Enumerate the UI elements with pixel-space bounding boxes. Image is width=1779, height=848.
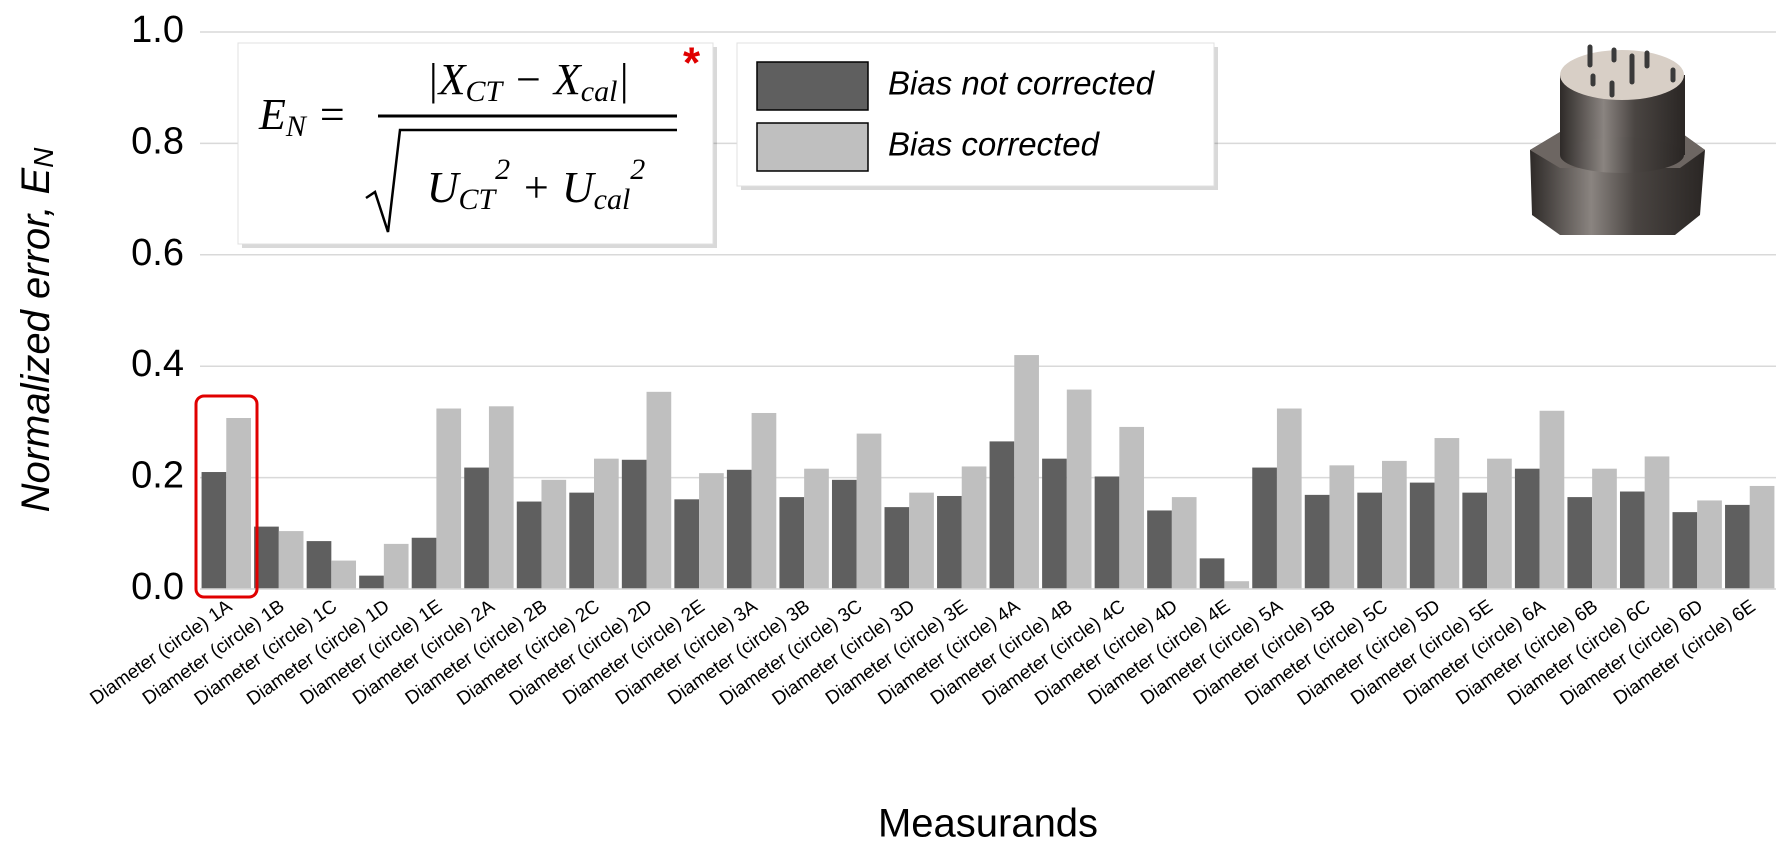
bar xyxy=(278,531,304,589)
f-part: − X xyxy=(502,55,583,104)
highlight-box xyxy=(194,394,259,599)
x-axis-title: Measurands xyxy=(878,802,1098,846)
legend-label: Bias corrected xyxy=(888,126,1101,163)
bar xyxy=(1434,438,1460,589)
bar xyxy=(909,492,934,589)
bar xyxy=(1014,355,1039,589)
bar xyxy=(674,499,700,589)
bar xyxy=(1749,485,1775,589)
bar xyxy=(306,541,332,589)
f-part: E xyxy=(258,90,286,139)
formula-lhs: EN = xyxy=(258,90,345,143)
y-tick-label: 0.2 xyxy=(131,455,184,497)
legend-items: Bias not corrected Bias corrected xyxy=(756,61,1156,172)
f-part: 2 xyxy=(495,153,510,186)
part-illustration xyxy=(1530,44,1705,235)
y-axis-title: Normalized error, EN xyxy=(14,147,60,513)
bar xyxy=(226,418,251,589)
f-part: N xyxy=(285,110,308,143)
bar xyxy=(1042,458,1067,589)
formula-denominator: UCT2 + Ucal2 xyxy=(427,153,646,216)
bar xyxy=(779,497,805,589)
bar xyxy=(1725,504,1750,589)
bar xyxy=(436,408,462,589)
bar xyxy=(751,412,777,589)
y-tick-label: 0.4 xyxy=(131,343,184,385)
bar xyxy=(1066,389,1092,589)
bar xyxy=(1644,456,1670,589)
bar xyxy=(1539,410,1565,589)
bar xyxy=(646,391,672,589)
y-label: Normalized error, E xyxy=(14,167,58,513)
bar xyxy=(1304,494,1330,589)
f-part: 2 xyxy=(630,153,645,186)
bar xyxy=(1462,492,1488,589)
bars xyxy=(201,355,1775,589)
bar xyxy=(1592,468,1617,589)
bar xyxy=(464,467,489,589)
bar xyxy=(937,495,962,589)
bar xyxy=(1329,465,1355,589)
f-part: CT xyxy=(465,75,504,108)
bar xyxy=(621,459,647,589)
bar xyxy=(1514,468,1540,589)
bar xyxy=(1171,497,1197,589)
bar xyxy=(884,507,910,589)
y-tick-label: 0.8 xyxy=(131,120,184,162)
formula-star: * xyxy=(683,39,701,88)
bar xyxy=(594,458,619,589)
bar xyxy=(961,466,987,589)
bar xyxy=(569,492,594,589)
bar xyxy=(856,433,882,589)
f-part: CT xyxy=(458,183,497,216)
f-part: cal xyxy=(581,75,618,108)
bar xyxy=(1697,500,1722,589)
f-part: | xyxy=(617,55,629,104)
bar xyxy=(1252,467,1277,589)
y-tick-label: 1.0 xyxy=(131,9,184,51)
bar xyxy=(331,560,357,589)
y-tick-label: 0.6 xyxy=(131,232,184,274)
bar xyxy=(1224,581,1250,589)
f-part: cal xyxy=(594,183,631,216)
y-label-sub: N xyxy=(28,147,59,168)
legend-swatch xyxy=(756,61,869,111)
bar xyxy=(989,441,1015,589)
bar xyxy=(1672,512,1698,589)
bar xyxy=(831,479,857,589)
bar xyxy=(201,472,227,589)
bar xyxy=(516,501,542,589)
bar xyxy=(541,479,567,589)
formula-numerator: |XCT − Xcal| xyxy=(426,55,629,108)
bar xyxy=(1199,558,1225,589)
bar xyxy=(1382,460,1407,589)
bar xyxy=(1119,426,1145,589)
bar xyxy=(383,543,409,589)
formula-box xyxy=(237,42,714,245)
bar xyxy=(488,406,514,589)
bar xyxy=(1094,476,1120,589)
bar xyxy=(1147,510,1172,589)
y-tick-label: 0.0 xyxy=(131,566,184,608)
sqrt-sign xyxy=(365,128,677,233)
bar xyxy=(699,473,724,589)
bar xyxy=(1357,492,1382,589)
bar xyxy=(1567,497,1593,589)
bar xyxy=(1487,458,1512,589)
f-part: = xyxy=(320,90,345,139)
legend-swatch xyxy=(756,122,869,172)
bar xyxy=(804,468,829,589)
bar xyxy=(1409,482,1435,589)
bar xyxy=(359,575,384,589)
bar xyxy=(1276,408,1302,589)
legend-label: Bias not corrected xyxy=(888,65,1156,102)
f-part: U xyxy=(427,163,462,212)
f-part: + U xyxy=(510,163,597,212)
bar xyxy=(726,469,752,589)
bar xyxy=(411,537,437,589)
f-part: |X xyxy=(426,55,467,104)
bar xyxy=(1619,491,1645,589)
